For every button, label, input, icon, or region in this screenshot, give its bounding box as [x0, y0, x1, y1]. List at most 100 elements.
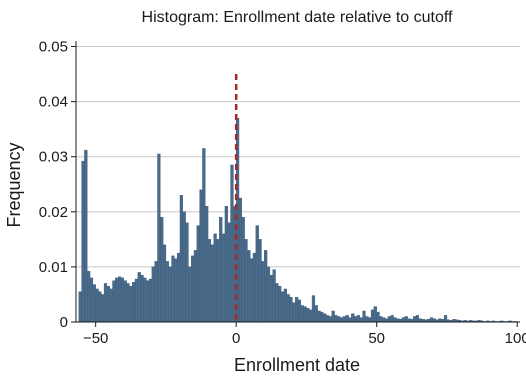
histogram-bar — [165, 261, 169, 323]
histogram-bar — [126, 283, 130, 323]
histogram-bar — [162, 244, 167, 323]
y-tick-label: 0.04 — [39, 94, 68, 111]
histogram-bar — [157, 153, 161, 323]
histogram-bar — [244, 239, 248, 323]
histogram-bar — [146, 280, 150, 323]
histogram-bar — [309, 309, 313, 323]
histogram-bar — [356, 315, 361, 323]
histogram-bar — [98, 291, 102, 323]
histogram-bar — [390, 315, 394, 323]
histogram-bar — [148, 278, 153, 323]
histogram-bar — [373, 306, 377, 323]
histogram-bar — [143, 277, 147, 323]
histogram-bar — [103, 283, 108, 323]
histogram-bar — [106, 285, 110, 323]
histogram-bar — [129, 285, 133, 323]
histogram-bar — [247, 250, 251, 323]
histogram-bar — [258, 239, 262, 323]
histogram-bar — [238, 197, 242, 323]
histogram-bar — [339, 317, 344, 323]
histogram-bar — [331, 310, 335, 323]
histogram-bar — [376, 311, 380, 323]
histogram-bar — [328, 316, 332, 323]
histogram-bar — [294, 297, 299, 323]
histogram-bar — [269, 274, 273, 323]
histogram-bar — [348, 317, 352, 323]
histogram-bar — [275, 283, 279, 323]
histogram-bar — [120, 277, 124, 323]
histogram-bar — [443, 315, 448, 323]
histogram-bar — [221, 233, 226, 323]
histogram-bar — [266, 266, 271, 323]
histogram-bar — [362, 310, 366, 323]
x-tick-label: 100 — [505, 330, 526, 347]
histogram-bar — [89, 277, 94, 323]
histogram-bar — [311, 295, 316, 323]
y-tick-label: 0 — [60, 314, 68, 331]
histogram-bar — [132, 282, 136, 323]
histogram-bar — [115, 277, 119, 323]
histogram-bar — [325, 315, 330, 323]
histogram-bar — [303, 306, 307, 323]
histogram-bar — [134, 278, 139, 323]
histogram-bar — [154, 261, 158, 323]
histogram-bar — [382, 317, 386, 323]
histogram-bar — [219, 217, 223, 323]
y-axis-ticks: 0 0.01 0.02 0.03 0.04 0.05 — [39, 39, 76, 331]
histogram-bar — [289, 297, 293, 323]
histogram-bar — [252, 252, 257, 323]
histogram-bar — [429, 317, 434, 323]
histogram-bar — [109, 288, 113, 323]
histogram-bar — [140, 274, 144, 323]
histogram-bar — [188, 266, 192, 323]
histogram-bar — [370, 309, 375, 323]
histogram-bar — [368, 317, 372, 323]
histogram-bar — [286, 294, 290, 323]
histogram-bar — [323, 313, 327, 323]
histogram-bar — [179, 195, 183, 323]
x-axis-ticks: −50 0 50 100 — [83, 322, 526, 347]
y-tick-label: 0.05 — [39, 39, 68, 56]
histogram-bar — [151, 266, 155, 323]
histogram-bar — [207, 239, 212, 323]
x-tick-label: 0 — [232, 330, 240, 347]
histogram-bar — [320, 311, 324, 323]
histogram-bar — [95, 288, 99, 323]
histogram-bar — [213, 233, 217, 323]
histogram-bar — [292, 302, 296, 323]
histogram-bar — [345, 315, 349, 323]
x-tick-label: 50 — [368, 330, 385, 347]
histogram-bar — [168, 266, 172, 323]
histogram-bar — [81, 160, 85, 323]
histogram-bar — [314, 305, 318, 323]
histogram-bar — [300, 305, 304, 323]
y-tick-label: 0.02 — [39, 204, 68, 221]
gridlines — [76, 46, 520, 268]
histogram-bar — [123, 280, 127, 323]
histogram-bar — [182, 211, 186, 323]
histogram-bar — [160, 217, 164, 323]
histogram-bar — [334, 315, 338, 323]
histogram-bar — [202, 148, 206, 323]
histogram-bar — [224, 206, 228, 323]
histogram-bar — [365, 316, 369, 323]
histogram-bar — [250, 258, 254, 323]
histogram-bar — [379, 316, 383, 323]
histogram-bar — [415, 315, 420, 323]
histogram-bar — [193, 250, 198, 323]
histogram-bar — [191, 255, 195, 323]
histogram-bar — [351, 313, 355, 323]
x-tick-label: −50 — [83, 330, 108, 347]
histogram-bar — [87, 271, 91, 323]
histogram-bars — [78, 117, 518, 323]
y-tick-label: 0.03 — [39, 149, 68, 166]
histogram-bar — [255, 225, 259, 323]
histogram-bar — [317, 310, 321, 323]
chart-title: Histogram: Enrollment date relative to c… — [142, 9, 454, 26]
histogram-bar — [264, 250, 268, 323]
histogram-bar — [199, 189, 203, 323]
histogram-bar — [272, 269, 276, 323]
histogram-bar — [241, 217, 245, 323]
histogram-bar — [216, 239, 220, 323]
